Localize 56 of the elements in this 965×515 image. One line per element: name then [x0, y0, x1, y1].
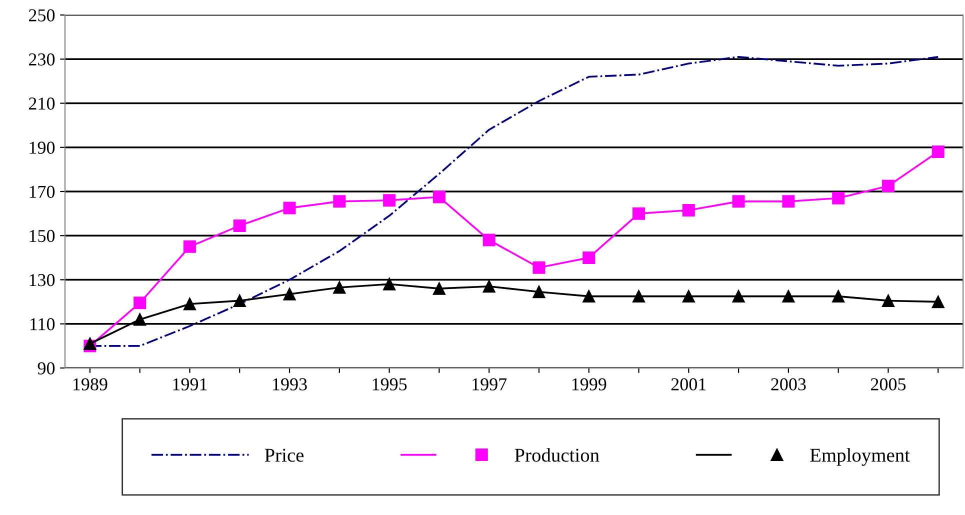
y-tick-label: 250 [28, 9, 55, 22]
point [832, 192, 845, 204]
y-tick-label: 110 [30, 318, 55, 330]
point [84, 337, 96, 350]
point [582, 290, 596, 303]
point [782, 290, 795, 303]
point [482, 234, 496, 246]
x-tick-label: 1995 [372, 378, 407, 390]
point [283, 288, 296, 300]
x-tick-label: 1997 [472, 378, 507, 390]
point [782, 195, 795, 208]
y-tick-label: 210 [28, 98, 55, 110]
point [233, 219, 246, 232]
point [682, 290, 695, 303]
legend-label: Employment [810, 448, 910, 466]
x-tick-label: 1993 [273, 378, 307, 390]
point [882, 294, 894, 307]
y-tick-label: 230 [28, 53, 55, 66]
point [134, 313, 146, 326]
point [932, 146, 944, 158]
legend-label: Price [264, 448, 304, 462]
x-tick-label: 1999 [572, 378, 606, 390]
y-tick-label: 170 [30, 186, 55, 198]
point [732, 195, 745, 208]
point [432, 282, 446, 295]
x-tick-label: 2005 [870, 378, 906, 390]
x-tick-label: 1989 [73, 378, 108, 390]
x-tick-label: 2003 [771, 378, 806, 390]
x-tick-label: 2001 [671, 378, 706, 390]
point [832, 290, 845, 303]
x-tick-label: 1991 [173, 378, 207, 390]
point [333, 281, 346, 294]
y-tick-label: 190 [30, 142, 55, 154]
point [283, 202, 296, 214]
legend-label: Production [514, 448, 600, 462]
point [632, 290, 646, 303]
point [432, 190, 446, 204]
point [383, 278, 396, 290]
point [134, 296, 146, 310]
point [682, 204, 695, 217]
point [183, 298, 196, 310]
point [183, 240, 196, 253]
point [383, 194, 396, 207]
point [932, 296, 944, 308]
point [233, 294, 246, 307]
point [482, 280, 496, 293]
point [582, 251, 596, 264]
y-tick-label: 130 [30, 274, 55, 286]
point [532, 261, 546, 274]
point [632, 207, 646, 220]
point [882, 180, 894, 192]
point [532, 286, 546, 298]
y-tick-label: 90 [38, 362, 55, 374]
point [732, 290, 745, 303]
y-tick-label: 150 [30, 230, 55, 242]
point [333, 195, 346, 208]
